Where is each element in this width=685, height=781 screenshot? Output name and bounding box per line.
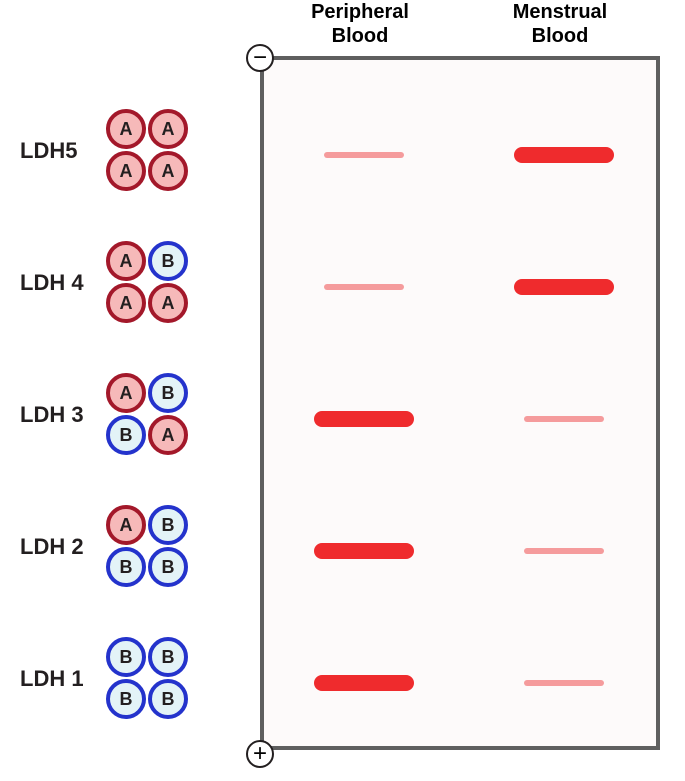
tetramer: ABBA — [106, 373, 190, 457]
row-1: LDH 4 ABAA — [0, 240, 685, 326]
row-2: LDH 3 ABBA — [0, 372, 685, 458]
row-label: LDH 4 — [20, 270, 84, 296]
subunit-A: A — [106, 241, 146, 281]
subunit-A: A — [106, 283, 146, 323]
subunit-A: A — [106, 505, 146, 545]
tetramer: BBBB — [106, 637, 190, 721]
electrode-negative: − — [246, 44, 274, 72]
row-label: LDH5 — [20, 138, 77, 164]
subunit-A: A — [148, 283, 188, 323]
electrode-negative-symbol: − — [253, 46, 267, 70]
subunit-B: B — [148, 679, 188, 719]
subunit-B: B — [106, 679, 146, 719]
row-4: LDH 1 BBBB — [0, 636, 685, 722]
row-0: LDH5 AAAA — [0, 108, 685, 194]
subunit-B: B — [148, 373, 188, 413]
column-headers: Peripheral Blood Menstrual Blood — [260, 0, 660, 48]
subunit-A: A — [106, 373, 146, 413]
subunit-B: B — [148, 505, 188, 545]
subunit-A: A — [106, 151, 146, 191]
subunit-B: B — [148, 547, 188, 587]
subunit-A: A — [148, 151, 188, 191]
subunit-B: B — [106, 415, 146, 455]
header-menstrual: Menstrual Blood — [460, 0, 660, 48]
header-menstrual-l2: Blood — [460, 24, 660, 48]
electrode-positive: + — [246, 740, 274, 768]
row-3: LDH 2 ABBB — [0, 504, 685, 590]
subunit-A: A — [148, 109, 188, 149]
tetramer: AAAA — [106, 109, 190, 193]
row-label: LDH 2 — [20, 534, 84, 560]
header-peripheral: Peripheral Blood — [260, 0, 460, 48]
header-menstrual-l1: Menstrual — [460, 0, 660, 24]
subunit-B: B — [148, 241, 188, 281]
header-peripheral-l1: Peripheral — [260, 0, 460, 24]
tetramer: ABAA — [106, 241, 190, 325]
subunit-A: A — [148, 415, 188, 455]
subunit-B: B — [106, 637, 146, 677]
header-peripheral-l2: Blood — [260, 24, 460, 48]
subunit-B: B — [106, 547, 146, 587]
subunit-B: B — [148, 637, 188, 677]
electrode-positive-symbol: + — [253, 742, 267, 766]
subunit-A: A — [106, 109, 146, 149]
tetramer: ABBB — [106, 505, 190, 589]
row-label: LDH 3 — [20, 402, 84, 428]
row-label: LDH 1 — [20, 666, 84, 692]
